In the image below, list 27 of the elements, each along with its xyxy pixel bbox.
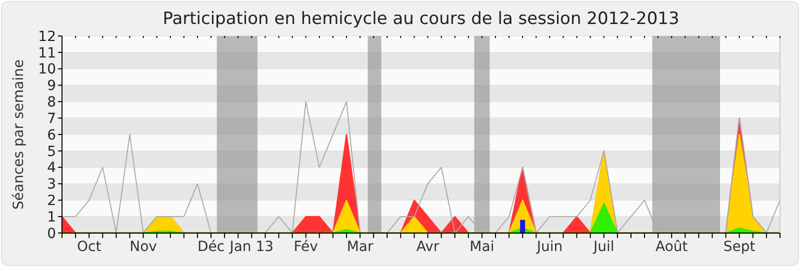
y-tick-label: 12 [38,28,56,45]
y-tick-label: 5 [47,144,56,160]
x-tick-label: Déc [197,239,225,255]
chart-title: Participation en hemicycle au cours de la session 2012-2013 [162,9,680,29]
x-tick-label: Nov [130,239,157,255]
y-tick-label: 1 [47,209,56,226]
x-tick-label: Oct [76,239,102,255]
x-tick-label: Juil [592,239,614,255]
y-tick-label: 0 [47,226,56,242]
x-tick-label: Avr [416,239,440,255]
y-tick-label: 4 [47,160,56,176]
x-tick-label: Jan 13 [228,239,274,255]
y-tick-label: 3 [47,176,56,193]
y-tick-label: 6 [47,127,56,144]
y-tick-label: 11 [38,45,56,62]
y-axis-title: Séances par semaine [11,59,27,210]
x-tick-label: Mai [470,239,494,255]
x-tick-label: Juin [536,239,563,255]
x-tick-label: Sept [723,239,756,255]
x-tick-label: Mar [346,239,374,255]
y-tick-label: 8 [47,94,56,111]
y-tick-label: 10 [38,62,56,78]
y-tick-label: 2 [47,193,56,210]
x-tick-label: Fév [294,239,318,255]
y-tick-label: 9 [47,78,56,94]
x-tick-label: Août [655,239,688,255]
y-tick-label: 7 [47,110,56,127]
